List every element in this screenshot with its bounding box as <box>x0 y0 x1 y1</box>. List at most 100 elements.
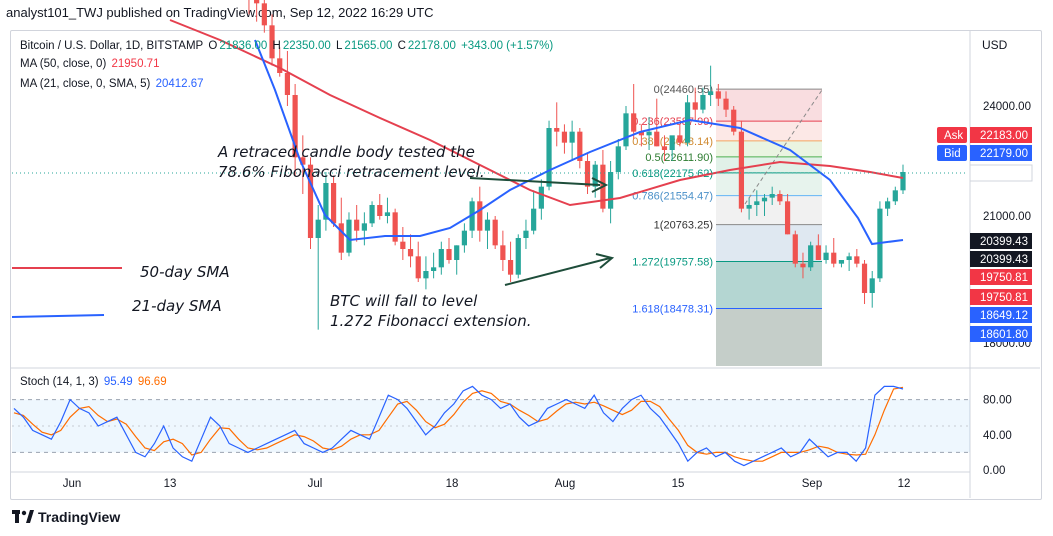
stoch-k-line <box>13 385 904 467</box>
sma21-legend-line <box>11 314 105 318</box>
fib-level-label: 1.618(18478.31) <box>632 303 713 315</box>
price-tag-bg <box>970 145 1032 161</box>
price-tag-bg <box>970 127 1032 143</box>
price-tag[interactable]: 22178.00 <box>969 164 1033 182</box>
ma50-line <box>169 19 904 207</box>
candle-body <box>584 161 591 187</box>
x-axis-tick: 13 <box>164 478 177 490</box>
arrow-retrace <box>469 177 601 186</box>
candle-body <box>846 256 852 260</box>
candle-body <box>861 263 868 293</box>
candle-body <box>715 91 721 99</box>
candle-body <box>784 201 791 235</box>
candle-body <box>254 0 260 4</box>
price-tag-value: 22178.00 <box>980 168 1028 180</box>
price-tag[interactable]: 19750.81 <box>970 269 1032 285</box>
candle-body <box>746 205 752 209</box>
fib-level-label: 0(24460.55) <box>654 84 713 96</box>
candle-body <box>538 186 544 209</box>
publisher-header: analyst101_TWJ published on TradingView.… <box>6 5 434 20</box>
fib-level-label: 0.786(21554.47) <box>632 191 713 203</box>
price-tag[interactable]: 18601.80 <box>970 326 1032 342</box>
fib-zone <box>716 308 822 366</box>
stoch-label: Stoch (14, 1, 3) <box>20 376 99 388</box>
price-tag-value: 22179.00 <box>980 148 1028 160</box>
candle-body <box>407 249 414 257</box>
candle-body <box>454 245 460 260</box>
candle-body <box>515 238 521 275</box>
ma21-value: 20412.67 <box>155 78 204 90</box>
fib-zone <box>716 195 822 225</box>
candle-body <box>823 252 829 260</box>
candle-body <box>554 128 560 132</box>
note-retrace-line1: A retraced candle body tested the <box>217 143 475 161</box>
price-tag-label-bg <box>937 127 967 143</box>
note-sma50: 50-day SMA <box>140 263 230 281</box>
candle-body <box>392 212 398 242</box>
x-axis-tick: Jun <box>63 478 82 490</box>
candle-body <box>654 131 660 147</box>
price-tag[interactable]: 20399.43 <box>970 251 1032 267</box>
price-tag-value: 19750.81 <box>980 272 1028 284</box>
candle-body <box>723 98 729 110</box>
legend-ma50[interactable]: MA (50, close, 0) 21950.71 <box>20 58 161 70</box>
candle-body <box>361 223 367 231</box>
candle-body <box>438 249 444 268</box>
candle-body <box>346 219 352 253</box>
legend-ma21[interactable]: MA (21, close, 0, SMA, 5) 20412.67 <box>20 78 206 90</box>
candle-body <box>815 245 821 260</box>
chart-frame[interactable] <box>10 30 1042 500</box>
price-tag-bg <box>970 251 1032 267</box>
candle-body <box>338 223 344 253</box>
fib-level-label: 1(20763.25) <box>654 220 713 232</box>
price-tag[interactable]: Bid 22179.00 <box>937 145 1032 161</box>
candle-body <box>261 3 267 26</box>
candle-body <box>761 197 768 202</box>
candle-body <box>461 230 467 246</box>
candle-body <box>400 241 406 249</box>
close-value: 22178.00 <box>407 40 456 52</box>
tradingview-logo[interactable]: TradingView <box>12 509 120 525</box>
ma21-label: MA (21, close, 0, SMA, 5) <box>20 78 151 90</box>
candle-body <box>284 73 291 95</box>
legend-stoch[interactable]: Stoch (14, 1, 3) 95.49 96.69 <box>20 376 169 388</box>
candle-body <box>623 113 629 147</box>
arrow-retrace-head <box>591 177 609 193</box>
symbol-label[interactable]: Bitcoin / U.S. Dollar, 1D, BITSTAMP <box>20 40 204 52</box>
candle-body <box>754 201 760 205</box>
currency-label[interactable]: USD <box>982 38 1008 52</box>
fib-zone <box>716 224 822 262</box>
high-label: H <box>272 40 281 52</box>
price-tag-value: 20399.43 <box>980 254 1028 266</box>
candle-body <box>638 131 644 136</box>
candle-body <box>900 172 906 191</box>
candle-body <box>423 271 429 279</box>
candle-body <box>885 201 891 209</box>
candle-body <box>792 234 798 264</box>
price-tag-label: Bid <box>944 148 961 160</box>
stoch-band <box>12 399 970 453</box>
price-tag[interactable]: Ask 22183.00 <box>937 127 1032 143</box>
open-value: 21836.00 <box>219 40 268 52</box>
price-tag[interactable]: 18649.12 <box>970 307 1032 323</box>
candle-body <box>731 109 737 132</box>
candle-body <box>738 131 745 209</box>
y-axis-tick: 24000.00 <box>983 101 1031 113</box>
candle-body <box>523 230 529 238</box>
price-tag[interactable]: 19750.81 <box>970 289 1032 305</box>
fib-level-label: 0.5(22611.90) <box>645 152 713 164</box>
low-label: L <box>336 40 343 52</box>
fib-zone <box>716 172 822 196</box>
candle-body <box>492 219 498 246</box>
candle-body <box>323 183 329 220</box>
candle-body <box>300 157 306 165</box>
x-axis-tick: Sep <box>802 478 822 490</box>
candle-body <box>700 95 706 110</box>
arrow-fall-head <box>595 253 615 269</box>
legend-main: Bitcoin / U.S. Dollar, 1D, BITSTAMP O 218… <box>20 40 555 52</box>
y-axis-tick: 21000.00 <box>983 211 1031 223</box>
x-axis-tick: 15 <box>672 478 685 490</box>
price-tag[interactable]: 20399.43 <box>970 233 1032 249</box>
ma50-value: 21950.71 <box>111 58 160 70</box>
